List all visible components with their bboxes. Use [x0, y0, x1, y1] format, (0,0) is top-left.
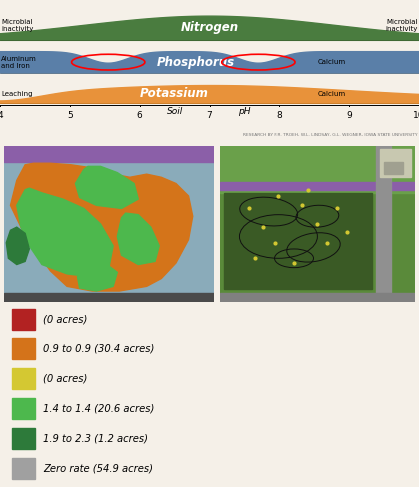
Text: Soil: Soil	[166, 107, 183, 116]
Bar	[220, 182, 415, 190]
Polygon shape	[75, 167, 138, 208]
Bar	[384, 162, 403, 174]
Text: 10: 10	[413, 111, 419, 120]
Polygon shape	[78, 262, 117, 291]
Polygon shape	[117, 213, 159, 264]
Text: 1.4 to 1.4 (20.6 acres): 1.4 to 1.4 (20.6 acres)	[43, 404, 155, 413]
Bar	[376, 146, 391, 302]
Bar	[220, 146, 415, 193]
Text: Aluminum
and Iron: Aluminum and Iron	[1, 56, 37, 69]
Text: Calcium: Calcium	[318, 91, 346, 96]
Text: Phosphorus: Phosphorus	[156, 56, 235, 69]
Bar	[380, 149, 411, 177]
Text: (0 acres): (0 acres)	[43, 314, 88, 324]
Bar	[13, 398, 35, 419]
Text: 9: 9	[346, 111, 352, 120]
Text: 1.9 to 2.3 (1.2 acres): 1.9 to 2.3 (1.2 acres)	[43, 433, 148, 443]
Bar	[13, 368, 35, 389]
Text: (0 acres): (0 acres)	[43, 374, 88, 384]
Text: 4: 4	[0, 111, 3, 120]
Bar	[4, 146, 214, 162]
Bar	[13, 458, 35, 479]
Text: 6: 6	[137, 111, 142, 120]
Bar	[13, 338, 35, 359]
Text: RESEARCH BY F.R. TROEH, W.L. LINDSAY, G.L. WEGNER, IOWA STATE UNIVERSITY: RESEARCH BY F.R. TROEH, W.L. LINDSAY, G.…	[243, 133, 418, 137]
Text: 0.9 to 0.9 (30.4 acres): 0.9 to 0.9 (30.4 acres)	[43, 344, 155, 354]
Bar	[13, 428, 35, 449]
Bar	[13, 309, 35, 330]
Text: pH: pH	[238, 107, 251, 116]
Text: 7: 7	[207, 111, 212, 120]
Text: Microbial
inactivity: Microbial inactivity	[385, 19, 418, 32]
Text: Leaching: Leaching	[1, 91, 33, 96]
Polygon shape	[10, 163, 193, 291]
Text: Potassium: Potassium	[140, 87, 209, 100]
Text: Microbial
inactivity: Microbial inactivity	[1, 19, 34, 32]
Text: Nitrogen: Nitrogen	[181, 20, 238, 34]
Text: Calcium: Calcium	[318, 59, 346, 65]
Bar	[220, 293, 415, 302]
Text: 5: 5	[67, 111, 73, 120]
Bar	[4, 293, 214, 302]
Bar	[224, 193, 372, 289]
Text: Zero rate (54.9 acres): Zero rate (54.9 acres)	[43, 463, 153, 473]
Text: 8: 8	[277, 111, 282, 120]
Polygon shape	[17, 188, 113, 277]
Polygon shape	[6, 227, 29, 264]
